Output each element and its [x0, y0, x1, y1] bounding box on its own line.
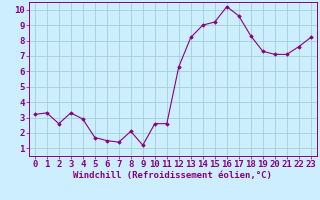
X-axis label: Windchill (Refroidissement éolien,°C): Windchill (Refroidissement éolien,°C) [73, 171, 272, 180]
